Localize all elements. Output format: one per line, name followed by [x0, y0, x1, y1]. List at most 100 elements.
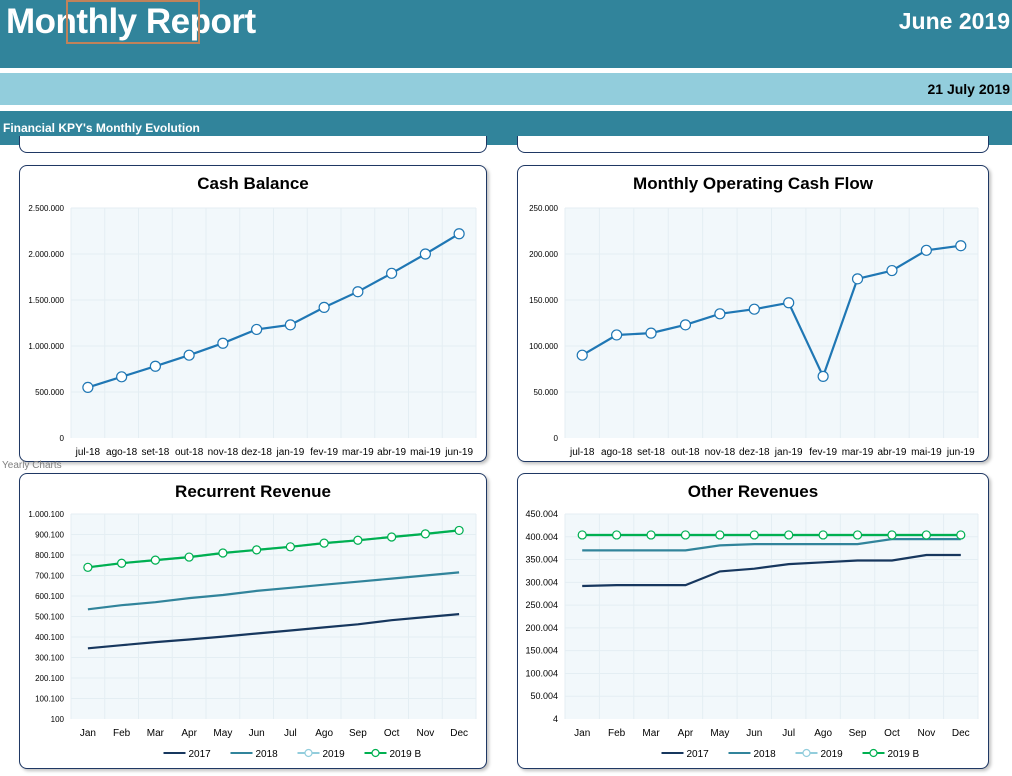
- legend-marker: [371, 748, 380, 758]
- data-point: [612, 530, 622, 540]
- x-tick-label: mai-19: [410, 447, 441, 458]
- x-tick-label: Feb: [113, 728, 131, 739]
- y-tick-label: 300.100: [35, 654, 64, 663]
- x-tick-label: Jan: [80, 728, 96, 739]
- x-tick-label: Jul: [782, 728, 795, 739]
- other-revenues-chart[interactable]: Other Revenues 4 50.004 100.004 150.004 200.…: [517, 473, 989, 769]
- y-tick-label: 4: [553, 714, 558, 724]
- x-tick-label: jun-19: [444, 447, 473, 458]
- y-tick-label: 450.004: [525, 509, 558, 519]
- data-point: [284, 319, 296, 331]
- data-point: [218, 548, 228, 558]
- data-point: [454, 525, 464, 536]
- y-tick-label: 500.100: [35, 613, 64, 622]
- cell-selection-box[interactable]: [66, 0, 200, 44]
- data-point: [576, 349, 588, 361]
- data-point: [921, 530, 931, 540]
- data-point: [715, 530, 725, 540]
- data-point: [116, 371, 128, 383]
- chart-svg: 450.004100.004150.004200.004250.004300.0…: [525, 509, 979, 760]
- y-tick-label: 2.000.000: [28, 250, 64, 259]
- x-tick-label: mar-19: [842, 447, 874, 458]
- x-tick-label: Jan: [574, 728, 590, 739]
- data-point: [818, 530, 828, 540]
- y-tick-label: 150.000: [529, 296, 558, 305]
- y-tick-label: 0: [554, 434, 559, 443]
- series-line: [581, 244, 961, 380]
- data-point: [887, 530, 897, 540]
- x-tick-label: fev-19: [310, 447, 338, 458]
- x-tick-label: jul-18: [75, 447, 101, 458]
- data-point: [956, 530, 966, 540]
- x-tick-label: Ago: [315, 728, 333, 739]
- cash-balance-chart[interactable]: Cash Balance 0 500.000 1.000.000 1.500.000 2…: [19, 165, 487, 462]
- series-line: [582, 537, 961, 552]
- date-bar: 21 July 2019: [0, 73, 1012, 105]
- x-tick-label: jun-19: [946, 447, 975, 458]
- report-date: 21 July 2019: [927, 81, 1010, 97]
- data-point: [783, 297, 795, 309]
- x-tick-label: May: [710, 728, 729, 739]
- legend-label: 2017: [687, 749, 710, 760]
- x-tick-label: Ago: [814, 728, 832, 739]
- recurrent-revenue-chart[interactable]: Recurrent Revenue 100 100.100 200.100 300.1…: [19, 473, 487, 769]
- data-point: [184, 552, 194, 562]
- chart-svg: 0 500.000 1.000.000 1.500.000 2.000.000 2.500…: [28, 204, 477, 458]
- data-point: [920, 244, 932, 256]
- legend-label: 2019 B: [390, 749, 422, 760]
- data-point: [749, 530, 759, 540]
- data-point: [217, 337, 229, 349]
- data-point: [149, 360, 161, 372]
- data-point: [285, 542, 295, 552]
- data-point: [453, 228, 465, 240]
- data-point: [748, 303, 760, 315]
- y-tick-label: 1.500.000: [28, 296, 64, 305]
- y-tick-label: 600.100: [35, 592, 64, 601]
- chart-title: Other Revenues: [687, 482, 819, 501]
- series-line: [87, 613, 460, 650]
- data-point: [117, 558, 127, 568]
- x-tick-label: Oct: [884, 728, 900, 739]
- y-tick-label: 250.000: [529, 204, 558, 213]
- report-title: Monthly Report: [6, 2, 256, 41]
- chart-title: Monthly Operating Cash Flow: [633, 174, 873, 193]
- data-point: [183, 349, 195, 361]
- y-tick-label: 350.004: [525, 555, 558, 565]
- data-point: [784, 530, 794, 540]
- data-point: [645, 327, 657, 339]
- report-header: Monthly Report June 2019: [0, 0, 1012, 68]
- x-tick-label: nov-18: [705, 447, 736, 458]
- x-tick-label: Apr: [678, 728, 694, 739]
- data-point: [419, 248, 431, 260]
- x-tick-label: Mar: [642, 728, 660, 739]
- report-period: June 2019: [898, 8, 1010, 34]
- x-tick-label: abr-19: [878, 447, 907, 458]
- chart-card-stub-right: [517, 136, 989, 153]
- y-tick-label: 900.100: [35, 531, 64, 540]
- data-point: [353, 535, 363, 545]
- legend-label: 2018: [256, 749, 279, 760]
- section-title: Financial KPY's Monthly Evolution: [3, 121, 200, 135]
- y-tick-label: 1.000.100: [28, 510, 64, 519]
- y-tick-label: 50.004: [530, 691, 558, 701]
- x-tick-label: mai-19: [911, 447, 942, 458]
- x-tick-label: Mar: [147, 728, 165, 739]
- y-tick-label: 300.004: [525, 577, 558, 587]
- y-tick-label: 100: [51, 715, 65, 724]
- legend-label: 2019: [323, 749, 346, 760]
- x-tick-label: ago-18: [601, 447, 633, 458]
- x-tick-label: nov-18: [208, 447, 239, 458]
- y-tick-label: 400.004: [525, 532, 558, 542]
- data-point: [318, 301, 330, 313]
- data-point: [646, 530, 656, 540]
- y-tick-label: 400.100: [35, 633, 64, 642]
- operating-cash-flow-chart[interactable]: Monthly Operating Cash Flow 0 50.000 100.0…: [517, 165, 989, 462]
- legend-marker: [304, 748, 313, 758]
- series-line: [87, 529, 460, 569]
- data-point: [387, 532, 397, 542]
- data-point: [82, 381, 94, 393]
- series-line: [87, 232, 460, 389]
- x-tick-label: out-18: [175, 447, 204, 458]
- y-tick-label: 2.500.000: [28, 204, 64, 213]
- x-tick-label: mar-19: [342, 447, 374, 458]
